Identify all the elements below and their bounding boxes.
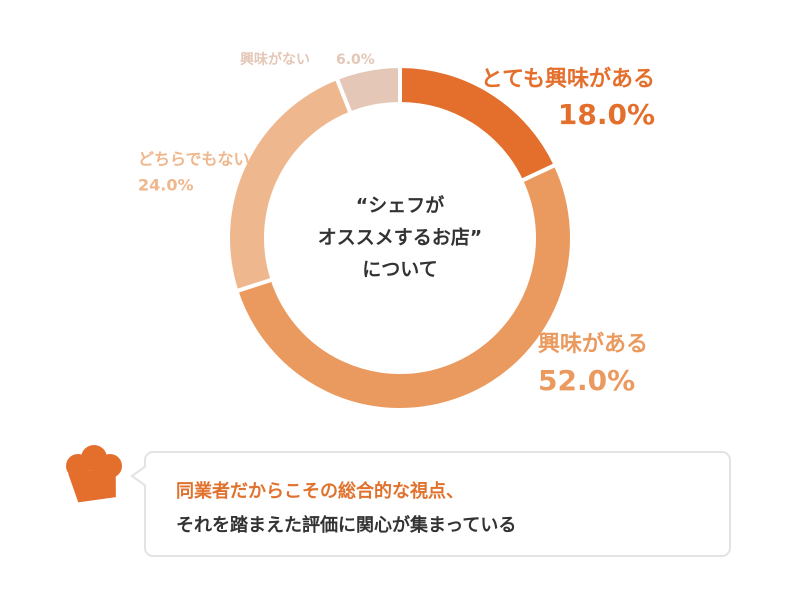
- slice-label: 興味がない: [240, 51, 310, 68]
- slice-label: とても興味がある: [481, 66, 655, 92]
- donut-slice: [233, 162, 574, 412]
- slice-label: 興味がある: [538, 331, 648, 357]
- chef-hat-icon: [66, 445, 122, 503]
- note-line: 同業者だからこその総合的な視点、: [176, 480, 464, 502]
- value-label: 18.0%: [558, 98, 655, 131]
- value-label: 6.0%: [336, 52, 375, 68]
- value-label: 24.0%: [138, 176, 194, 195]
- donut-slice: [334, 63, 402, 117]
- center-text: オススメするお店”: [318, 226, 483, 249]
- speech-box: [130, 451, 731, 557]
- value-label: 52.0%: [538, 364, 635, 397]
- donut: [226, 63, 574, 412]
- center-text: について: [362, 259, 437, 281]
- note-line: それを踏まえた評価に関心が集まっている: [176, 514, 516, 536]
- donut-slice: [226, 75, 354, 294]
- center-text: “シェフが: [356, 194, 445, 217]
- slice-label: どちらでもない: [138, 150, 250, 169]
